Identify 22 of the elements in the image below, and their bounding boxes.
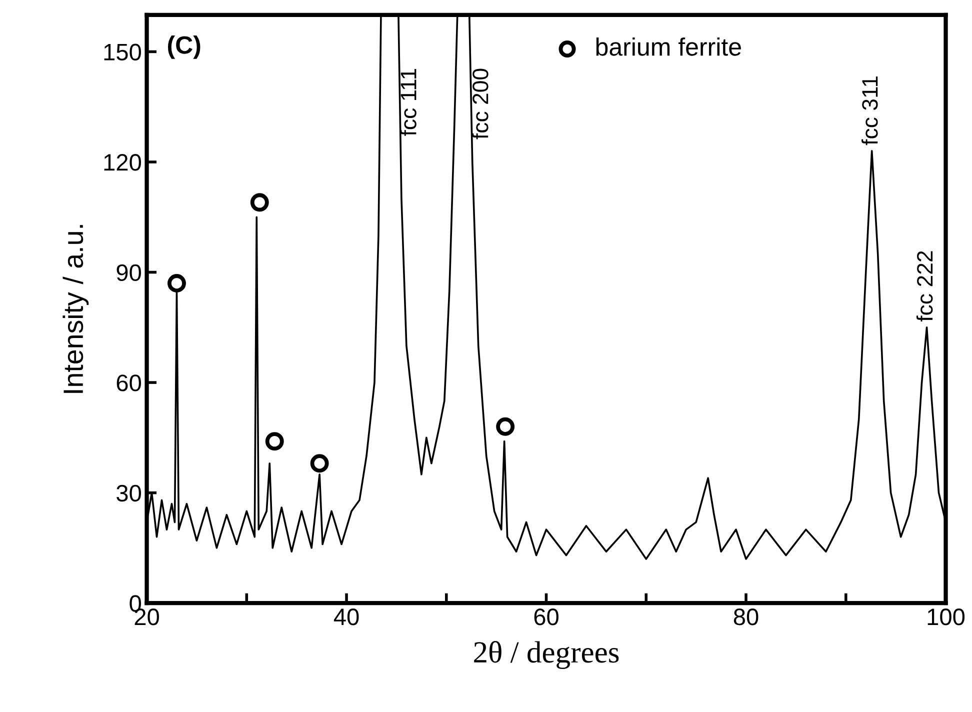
x-tick-label: 100 xyxy=(928,608,965,626)
point xyxy=(250,193,269,212)
x-axis-title: 2θ / degrees xyxy=(474,641,619,670)
annotation: (C) xyxy=(168,36,200,59)
point xyxy=(310,454,329,473)
annotation: fcc 222 xyxy=(916,251,933,322)
legend-label: barium ferrite xyxy=(596,37,741,56)
y-tick-label: 60 xyxy=(116,374,141,392)
point xyxy=(496,417,515,436)
annotation: fcc 200 xyxy=(472,68,488,140)
x-tick-label: 60 xyxy=(534,608,558,626)
y-tick-label: 30 xyxy=(116,484,141,502)
point xyxy=(168,274,186,293)
y-tick-label: 120 xyxy=(104,154,141,171)
x-tick-label: 80 xyxy=(734,608,758,626)
y-tick-label: 150 xyxy=(104,44,141,60)
x-tick-label: 40 xyxy=(334,608,359,626)
point xyxy=(265,432,284,451)
y-tick-label: 90 xyxy=(116,264,141,282)
y-axis-title: Intensity / a.u. xyxy=(62,225,89,393)
annotation: fcc 111 xyxy=(400,68,416,136)
annotation: fcc 311 xyxy=(862,76,878,146)
